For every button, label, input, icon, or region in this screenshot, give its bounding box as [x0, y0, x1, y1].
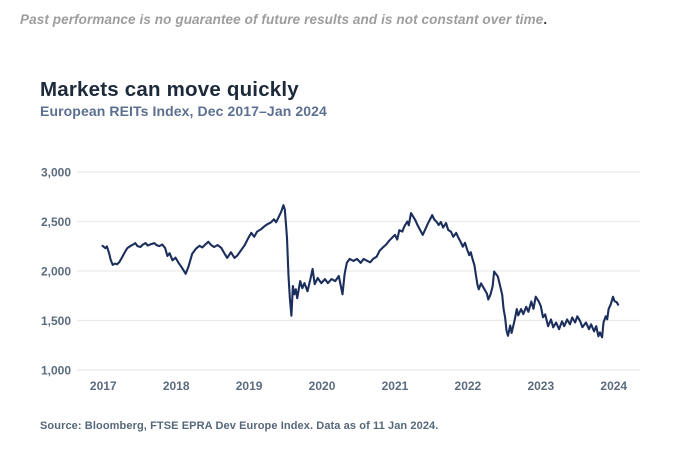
x-axis-tick-label: 2019 — [236, 379, 263, 393]
x-axis-tick-label: 2024 — [600, 379, 627, 393]
x-axis-tick-label: 2022 — [455, 379, 482, 393]
y-axis-tick-label: 3,000 — [41, 166, 71, 180]
chart-title: Markets can move quickly — [40, 78, 299, 101]
disclaimer-text: Past performance is no guarantee of futu… — [20, 12, 547, 27]
chart-subtitle: European REITs Index, Dec 2017–Jan 2024 — [40, 103, 327, 119]
disclaimer-body: Past performance is no guarantee of futu… — [20, 12, 544, 27]
y-axis-tick-label: 1,000 — [41, 364, 71, 378]
x-axis-tick-label: 2017 — [90, 379, 117, 393]
source-note: Source: Bloomberg, FTSE EPRA Dev Europe … — [40, 420, 439, 432]
y-axis-tick-label: 2,000 — [41, 265, 71, 279]
y-axis-tick-label: 1,500 — [41, 314, 71, 328]
index-price-line — [101, 204, 620, 339]
x-axis-tick-label: 2020 — [309, 379, 336, 393]
x-axis-tick-label: 2021 — [382, 379, 409, 393]
x-axis-tick-label: 2018 — [163, 379, 190, 393]
x-axis-tick-label: 2023 — [527, 379, 554, 393]
disclaimer-period: . — [543, 12, 548, 27]
y-axis-tick-label: 2,500 — [41, 215, 71, 229]
